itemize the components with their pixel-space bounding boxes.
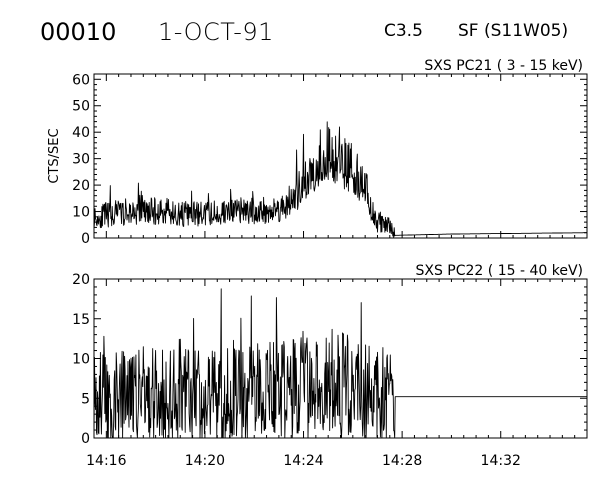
- y-tick-label: 10: [72, 205, 90, 221]
- y-tick-label: 20: [72, 178, 90, 194]
- flare-location: SF (S11W05): [458, 21, 569, 41]
- event-id: 00010: [40, 18, 117, 46]
- plot-frame: [93, 73, 588, 239]
- channel-label: SXS PC22 ( 15 - 40 keV): [415, 263, 583, 279]
- x-tick-label: 14:28: [382, 453, 422, 469]
- y-tick-label: 60: [72, 72, 90, 88]
- y-tick-label: 10: [72, 352, 90, 368]
- panel-1: 0 10 20 30 40 50 60 SXS PC21 ( 3 - 15 keV) CTS/S…: [47, 58, 588, 247]
- y-tick-label: 0: [81, 431, 90, 447]
- y-tick-label: 5: [81, 391, 90, 407]
- x-tick-label: 14:20: [185, 453, 225, 469]
- y-tick-label: 40: [72, 125, 90, 141]
- series-line-2: [93, 288, 587, 439]
- series-line-1: [93, 121, 587, 238]
- y-tick-label: 50: [72, 99, 90, 115]
- event-date: 1-OCT-91: [158, 18, 274, 46]
- panel-2: 0 5 10 15 20 14:16 14:20 14:24 14:28 14:32 SXS PC2…: [72, 263, 588, 469]
- y-tick-label: 15: [72, 312, 90, 328]
- channel-label: SXS PC21 ( 3 - 15 keV): [424, 58, 583, 74]
- flare-class: C3.5: [384, 21, 423, 41]
- x-tick-label: 14:32: [481, 453, 521, 469]
- y-tick-label: 0: [81, 231, 90, 247]
- x-tick-label: 14:24: [283, 453, 323, 469]
- x-tick-label: 14:16: [86, 453, 126, 469]
- y-tick-label: 30: [72, 152, 90, 168]
- y-tick-label: 20: [72, 272, 90, 288]
- y-axis-label: CTS/SEC: [47, 128, 62, 183]
